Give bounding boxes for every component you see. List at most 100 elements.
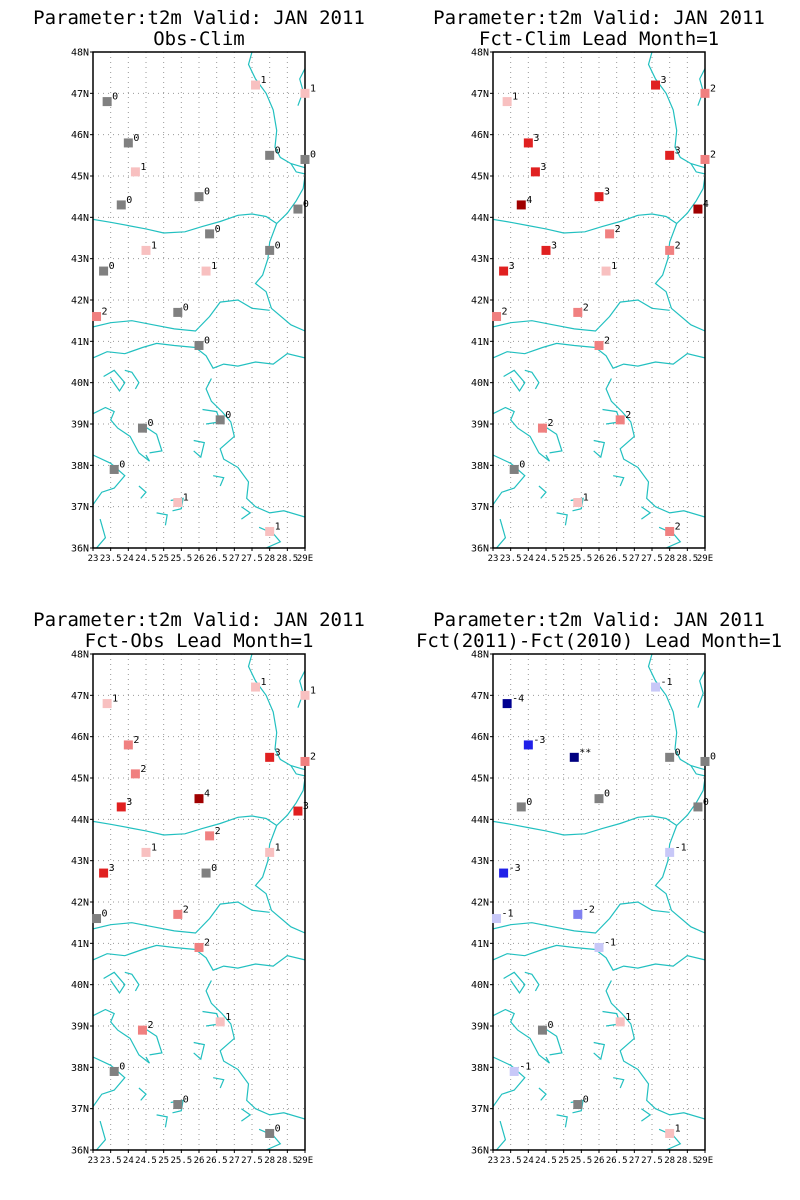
station-value-label: 0 [275,1123,281,1134]
station-value-label: 0 [275,145,281,156]
coastline-path [493,815,678,836]
x-tick-label: 23 [488,554,499,564]
station-value-label: 1 [211,261,217,272]
station-marker [516,200,526,210]
coastline-path [503,971,526,994]
station-marker [201,868,211,878]
x-tick-label: 26.5 [206,554,228,564]
coastline-path [524,971,540,992]
coastline-path [143,1027,163,1056]
y-tick-label: 43N [471,254,489,265]
x-tick-label: 27.5 [241,554,263,564]
y-tick-label: 45N [71,172,89,183]
station-value-label: 0 [526,797,532,808]
station-value-label: 0 [547,1020,553,1031]
coastline-path [647,52,705,169]
coastline-path [247,52,305,169]
coastline-path [641,506,652,520]
station-marker [109,1066,119,1076]
x-tick-label: 27.5 [641,554,663,564]
coastline-path [124,971,140,992]
station-value-label: -2 [583,904,595,915]
coastline-path [676,777,705,826]
station-value-label: 2 [547,418,553,429]
station-marker [265,150,275,160]
station-marker [141,245,151,255]
station-marker [502,97,512,107]
y-tick-label: 44N [71,213,89,224]
coastline-path [143,425,163,454]
y-tick-label: 40N [471,378,489,389]
coastline-path [496,518,507,548]
station-marker [215,1017,225,1027]
station-value-label: 2 [215,826,221,837]
station-marker [615,1017,625,1027]
station-marker [492,914,502,924]
x-tick-label: 25 [558,1156,569,1166]
coastline-path [276,175,305,224]
station-marker [569,752,579,762]
x-tick-label: 28 [264,554,275,564]
x-tick-label: 23 [88,554,99,564]
y-tick-label: 46N [471,130,489,141]
coastline-path [556,1114,568,1128]
coastline-path [205,378,305,518]
grid [93,654,305,1150]
station-marker [665,526,675,536]
station-value-label: 0 [303,199,309,210]
station-marker [594,794,604,804]
station-marker [99,868,109,878]
coastline-path [276,777,305,826]
station-marker [92,312,102,322]
grid [493,52,705,548]
y-tick-label: 45N [71,774,89,785]
coastline-path [93,944,305,971]
station-value-label: 0 [583,1095,589,1106]
station-marker [173,909,183,919]
coastline-path [241,506,252,520]
grid [493,654,705,1150]
coastline-path [241,1108,252,1122]
station-value-label: 1 [151,240,157,251]
x-tick-label: 25.5 [570,554,592,564]
station-value-label: 1 [675,1123,681,1134]
x-tick-label: 23.5 [500,1156,522,1166]
y-tick-label: 39N [71,1022,89,1033]
x-tick-label: 23.5 [100,1156,122,1166]
panel-title: Parameter:t2m Valid: JAN 2011 [433,7,765,29]
y-tick-label: 39N [471,420,489,431]
station-value-label: 3 [551,240,557,251]
coastline-path [538,485,547,499]
station-value-label: 0 [183,302,189,313]
station-marker [523,740,533,750]
y-tick-label: 47N [471,89,489,100]
x-tick-label: 28 [264,1156,275,1166]
station-value-label: -3 [509,863,521,874]
station-value-label: 2 [147,1020,153,1031]
station-marker [194,794,204,804]
coastline-path [290,163,305,175]
coastline-path [93,299,270,332]
station-marker [141,847,151,857]
station-value-label: 0 [102,909,108,920]
station-marker [265,1128,275,1138]
station-marker [300,154,310,164]
station-marker [205,229,215,239]
y-tick-label: 48N [71,650,89,661]
coastline-path [93,406,151,462]
station-value-label: 4 [204,789,210,800]
x-tick-label: 25.5 [570,1156,592,1166]
y-tick-label: 41N [471,939,489,950]
station-marker [194,340,204,350]
y-tick-label: 44N [471,815,489,826]
station-value-label: 0 [133,133,139,144]
station-value-label: 2 [710,83,716,94]
station-marker [300,690,310,700]
x-tick-label: 26 [194,554,205,564]
y-tick-label: 37N [71,502,89,513]
y-tick-label: 45N [471,172,489,183]
station-marker [293,204,303,214]
station-marker [265,245,275,255]
